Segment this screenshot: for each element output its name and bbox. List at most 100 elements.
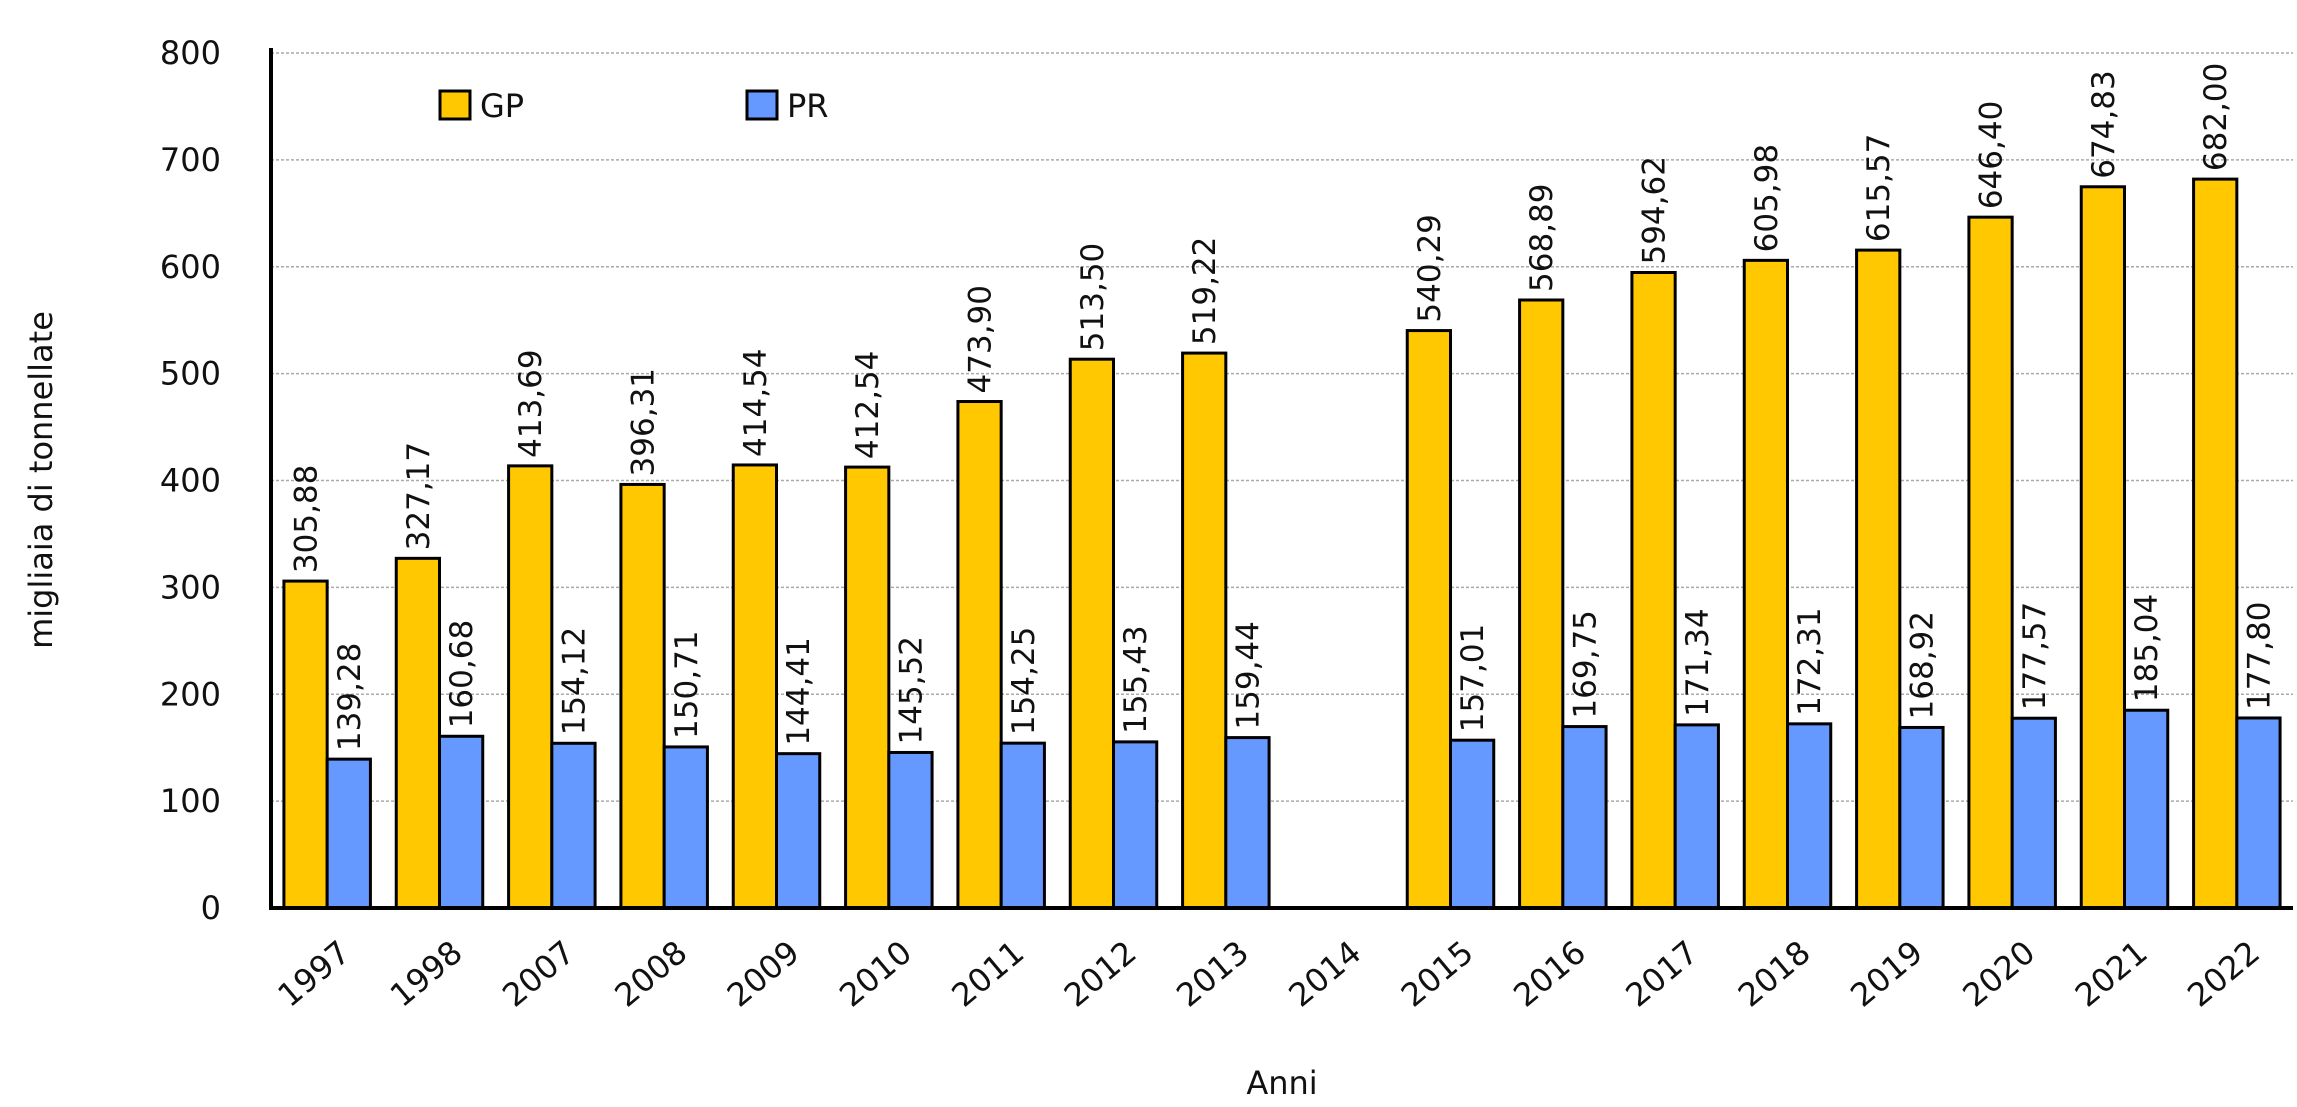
legend-label: PR [787, 87, 829, 125]
legend-swatch [745, 89, 779, 121]
y-tick-label: 600 [160, 248, 221, 286]
value-label: 513,50 [1075, 243, 1111, 351]
bar [550, 741, 597, 910]
y-tick-label: 300 [160, 568, 221, 606]
x-tick-label: 2018 [1731, 933, 1818, 1014]
bar [1518, 298, 1565, 910]
y-tick-label: 800 [160, 34, 221, 72]
value-label: 144,41 [781, 637, 817, 745]
bar [1786, 722, 1833, 910]
x-tick-label: 2017 [1618, 933, 1705, 1014]
value-label: 414,54 [738, 348, 774, 456]
value-label: 519,22 [1187, 237, 1223, 345]
value-label: 540,29 [1412, 214, 1448, 322]
x-tick-label: 2016 [1506, 933, 1593, 1014]
bar [1673, 723, 1720, 910]
value-label: 154,25 [1006, 627, 1042, 735]
bar [731, 463, 778, 910]
bar [438, 734, 485, 910]
y-tick-label: 700 [160, 141, 221, 179]
bar [2010, 716, 2057, 910]
y-tick-label: 200 [160, 675, 221, 713]
bar [887, 750, 934, 910]
value-label: 674,83 [2086, 70, 2122, 178]
bar [1898, 725, 1945, 910]
value-label: 150,71 [669, 630, 705, 738]
bar [2079, 185, 2127, 910]
bar [394, 556, 442, 910]
value-label: 396,31 [626, 368, 662, 476]
value-label: 327,17 [401, 442, 437, 550]
value-label: 568,89 [1524, 184, 1560, 292]
x-tick-label: 2008 [607, 933, 694, 1014]
x-tick-label: 2021 [2068, 933, 2155, 1014]
x-tick-label: 2020 [1955, 933, 2042, 1014]
bar [1224, 736, 1271, 910]
x-tick-label: 2015 [1394, 933, 1481, 1014]
x-tick-label: 1997 [270, 933, 357, 1014]
x-tick-label: 2022 [2180, 933, 2267, 1014]
value-label: 177,57 [2017, 602, 2053, 710]
value-label: 169,75 [1567, 610, 1603, 718]
bar [1967, 215, 2014, 910]
bar [1181, 351, 1228, 910]
value-label: 172,31 [1792, 607, 1828, 715]
bar [1742, 258, 1790, 910]
x-tick-label: 2013 [1169, 933, 1256, 1014]
x-tick-label: 2010 [832, 933, 919, 1014]
value-label: 171,34 [1680, 608, 1716, 716]
x-axis-label: Anni [1246, 1064, 1317, 1102]
value-label: 160,68 [444, 620, 480, 728]
bar [282, 579, 329, 910]
bar [1405, 329, 1453, 910]
value-label: 682,00 [2198, 63, 2234, 171]
bar [507, 464, 554, 910]
bar [1630, 270, 1677, 910]
value-label: 412,54 [850, 351, 886, 459]
value-label: 594,62 [1637, 156, 1673, 264]
bar [844, 465, 891, 910]
value-label: 185,04 [2129, 594, 2165, 702]
x-tick-label: 2011 [944, 933, 1031, 1014]
x-tick-label: 1998 [383, 933, 470, 1014]
x-tick-label: 2007 [495, 933, 582, 1014]
value-label: 615,57 [1861, 134, 1897, 242]
value-label: 155,43 [1118, 625, 1154, 733]
value-label: 305,88 [289, 465, 325, 573]
y-tick-label: 400 [160, 462, 221, 500]
bar [662, 745, 709, 910]
bar [1561, 725, 1608, 910]
bar [619, 482, 666, 910]
y-tick-label: 0 [201, 889, 221, 927]
value-label: 145,52 [893, 636, 929, 744]
bar [999, 741, 1046, 910]
bar [2235, 716, 2282, 910]
bar [325, 757, 372, 910]
value-label: 157,01 [1455, 624, 1491, 732]
y-tick-label: 500 [160, 355, 221, 393]
legend-label: GP [480, 87, 524, 125]
bar [2192, 177, 2239, 910]
value-label: 413,69 [513, 349, 549, 457]
x-tick-label: 2009 [720, 933, 807, 1014]
bar [775, 752, 822, 910]
value-label: 646,40 [1974, 101, 2010, 209]
value-label: 168,92 [1904, 611, 1940, 719]
bar [956, 400, 1003, 910]
value-label: 159,44 [1230, 621, 1266, 729]
value-label: 473,90 [963, 285, 999, 393]
legend-swatch [438, 89, 472, 121]
bar [1449, 738, 1496, 910]
value-label: 605,98 [1749, 144, 1785, 252]
y-axis-label: migliaia di tonnellate [22, 311, 60, 649]
bar [2123, 708, 2170, 910]
x-tick-label: 2014 [1281, 933, 1368, 1014]
bar [1855, 248, 1902, 910]
x-tick-label: 2019 [1843, 933, 1930, 1014]
x-tick-label: 2012 [1057, 933, 1144, 1014]
y-tick-label: 100 [160, 782, 221, 820]
value-label: 177,80 [2241, 601, 2277, 709]
bar [1068, 357, 1116, 910]
value-label: 154,12 [556, 627, 592, 735]
